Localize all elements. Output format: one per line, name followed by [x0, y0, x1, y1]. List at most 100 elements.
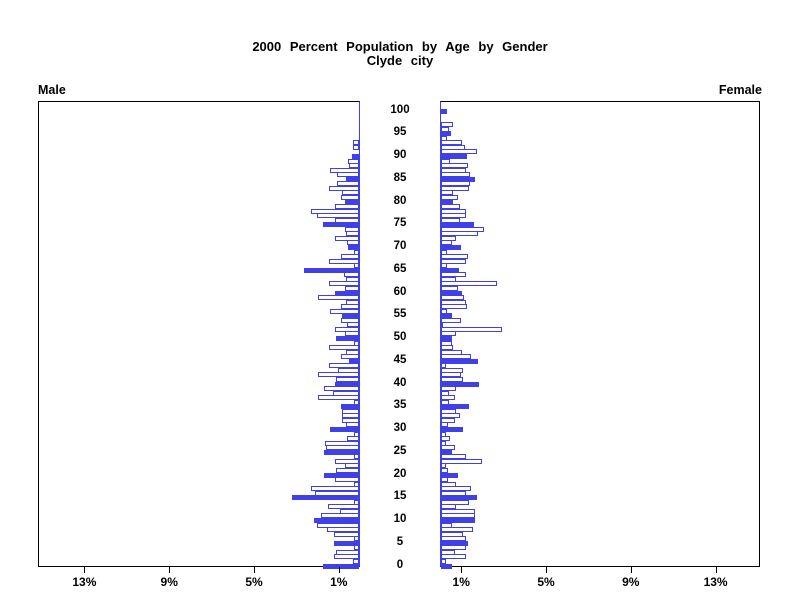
female-bar-age-7	[441, 531, 463, 537]
female-bar-age-29	[441, 431, 447, 437]
female-bar-age-10	[441, 518, 475, 523]
female-bar-age-22	[441, 463, 447, 469]
female-bar-age-37	[441, 395, 455, 401]
female-bar-age-45	[441, 358, 479, 364]
female-bar-age-76	[441, 217, 460, 223]
female-bar-age-33	[441, 413, 460, 419]
male-bar-age-75	[322, 222, 359, 228]
male-bar-age-66	[353, 263, 359, 269]
age-label-15: 15	[393, 490, 407, 503]
female-bar-age-25	[441, 449, 453, 455]
male-bar-age-59	[317, 295, 359, 301]
male-bar-age-84	[336, 181, 359, 187]
female-tick-label-1pct: 1%	[452, 575, 470, 589]
male-bar-age-39	[323, 386, 359, 392]
male-bar-age-42	[317, 372, 359, 378]
female-bar-age-72	[441, 235, 457, 241]
male-bar-age-46	[340, 354, 359, 360]
male-bar-age-93	[352, 140, 359, 146]
female-bar-age-35	[441, 404, 469, 410]
female-tick-9pct	[630, 567, 632, 573]
female-bar-age-32	[441, 417, 455, 423]
female-bar-age-84	[441, 181, 471, 187]
female-bar-age-27	[441, 440, 447, 446]
female-bar-age-48	[441, 345, 453, 351]
male-bar-age-30	[329, 427, 359, 432]
male-bar-age-36	[353, 399, 359, 405]
male-bar-age-60	[335, 290, 359, 296]
male-bar-age-67	[328, 258, 359, 264]
female-bar-age-89	[441, 158, 450, 164]
age-label-60: 60	[393, 285, 407, 298]
male-bar-age-80	[344, 199, 359, 205]
female-bar-age-67	[441, 258, 467, 264]
male-bar-age-78	[310, 208, 359, 214]
male-bar-age-41	[335, 376, 359, 382]
male-bar-age-79	[335, 204, 359, 210]
male-bar-age-73	[346, 231, 359, 237]
male-bar-age-92	[352, 144, 359, 150]
male-bar-age-54	[340, 317, 359, 323]
age-label-85: 85	[393, 171, 407, 184]
male-bar-age-25	[323, 449, 359, 455]
female-bar-age-0	[441, 563, 452, 569]
male-bar-age-24	[353, 454, 359, 460]
age-label-70: 70	[393, 240, 407, 252]
male-bar-age-44	[328, 363, 359, 369]
female-bar-age-16	[441, 490, 467, 496]
female-bar-age-87	[441, 167, 467, 173]
male-bar-age-28	[347, 436, 359, 442]
male-bar-age-40	[335, 381, 359, 387]
male-bar-age-10	[314, 518, 359, 523]
male-bar-age-87	[329, 167, 359, 173]
male-bar-age-43	[338, 367, 359, 373]
female-bar-age-83	[441, 185, 469, 191]
female-bar-age-92	[441, 144, 465, 150]
age-label-25: 25	[393, 444, 407, 457]
female-bar-age-73	[441, 231, 479, 237]
female-bar-age-68	[441, 254, 468, 260]
male-tick-label-13pct: 13%	[72, 575, 97, 589]
female-bar-age-50	[441, 336, 452, 341]
age-label-40: 40	[393, 376, 407, 389]
male-bar-age-88	[348, 163, 359, 169]
male-bar-age-77	[316, 213, 359, 219]
male-bar-age-8	[327, 527, 359, 533]
female-bar-age-77	[441, 213, 467, 219]
female-tick-1pct	[461, 567, 463, 573]
male-bar-age-7	[333, 531, 359, 537]
female-bar-age-17	[441, 486, 471, 492]
male-bar-age-3	[335, 549, 359, 555]
female-bar-age-60	[441, 290, 463, 296]
male-tick-label-9pct: 9%	[160, 575, 178, 589]
male-bar-age-15	[291, 495, 359, 501]
female-bar-age-2	[441, 554, 467, 560]
female-bar-age-49	[441, 340, 452, 346]
male-bar-age-82	[341, 190, 359, 196]
female-bar-age-36	[441, 399, 450, 405]
male-bar-age-47	[346, 349, 359, 355]
female-bar-age-59	[441, 295, 465, 301]
male-bar-age-51	[344, 331, 359, 337]
female-tick-5pct	[546, 567, 547, 573]
male-bar-age-76	[335, 217, 359, 223]
female-bar-age-46	[441, 354, 471, 360]
male-bar-age-19	[335, 477, 359, 483]
female-bar-age-21	[441, 467, 448, 473]
male-bar-age-64	[343, 272, 359, 278]
male-bar-age-17	[310, 486, 359, 492]
male-bar-age-49	[353, 340, 359, 346]
female-bar-age-13	[441, 504, 457, 510]
female-bar-age-19	[441, 477, 448, 483]
male-tick-5pct	[254, 567, 255, 573]
female-bar-age-80	[441, 199, 454, 205]
male-bar-age-52	[335, 326, 359, 332]
male-bar-age-72	[335, 235, 359, 241]
chart-title: 2000 Percent Population by Age by Gender…	[0, 40, 800, 68]
age-label-35: 35	[393, 399, 407, 412]
female-plot-area	[440, 101, 760, 569]
male-bar-age-70	[347, 245, 359, 250]
female-bar-age-96	[441, 126, 449, 132]
female-bar-age-56	[441, 308, 447, 314]
male-bar-age-63	[346, 276, 359, 282]
